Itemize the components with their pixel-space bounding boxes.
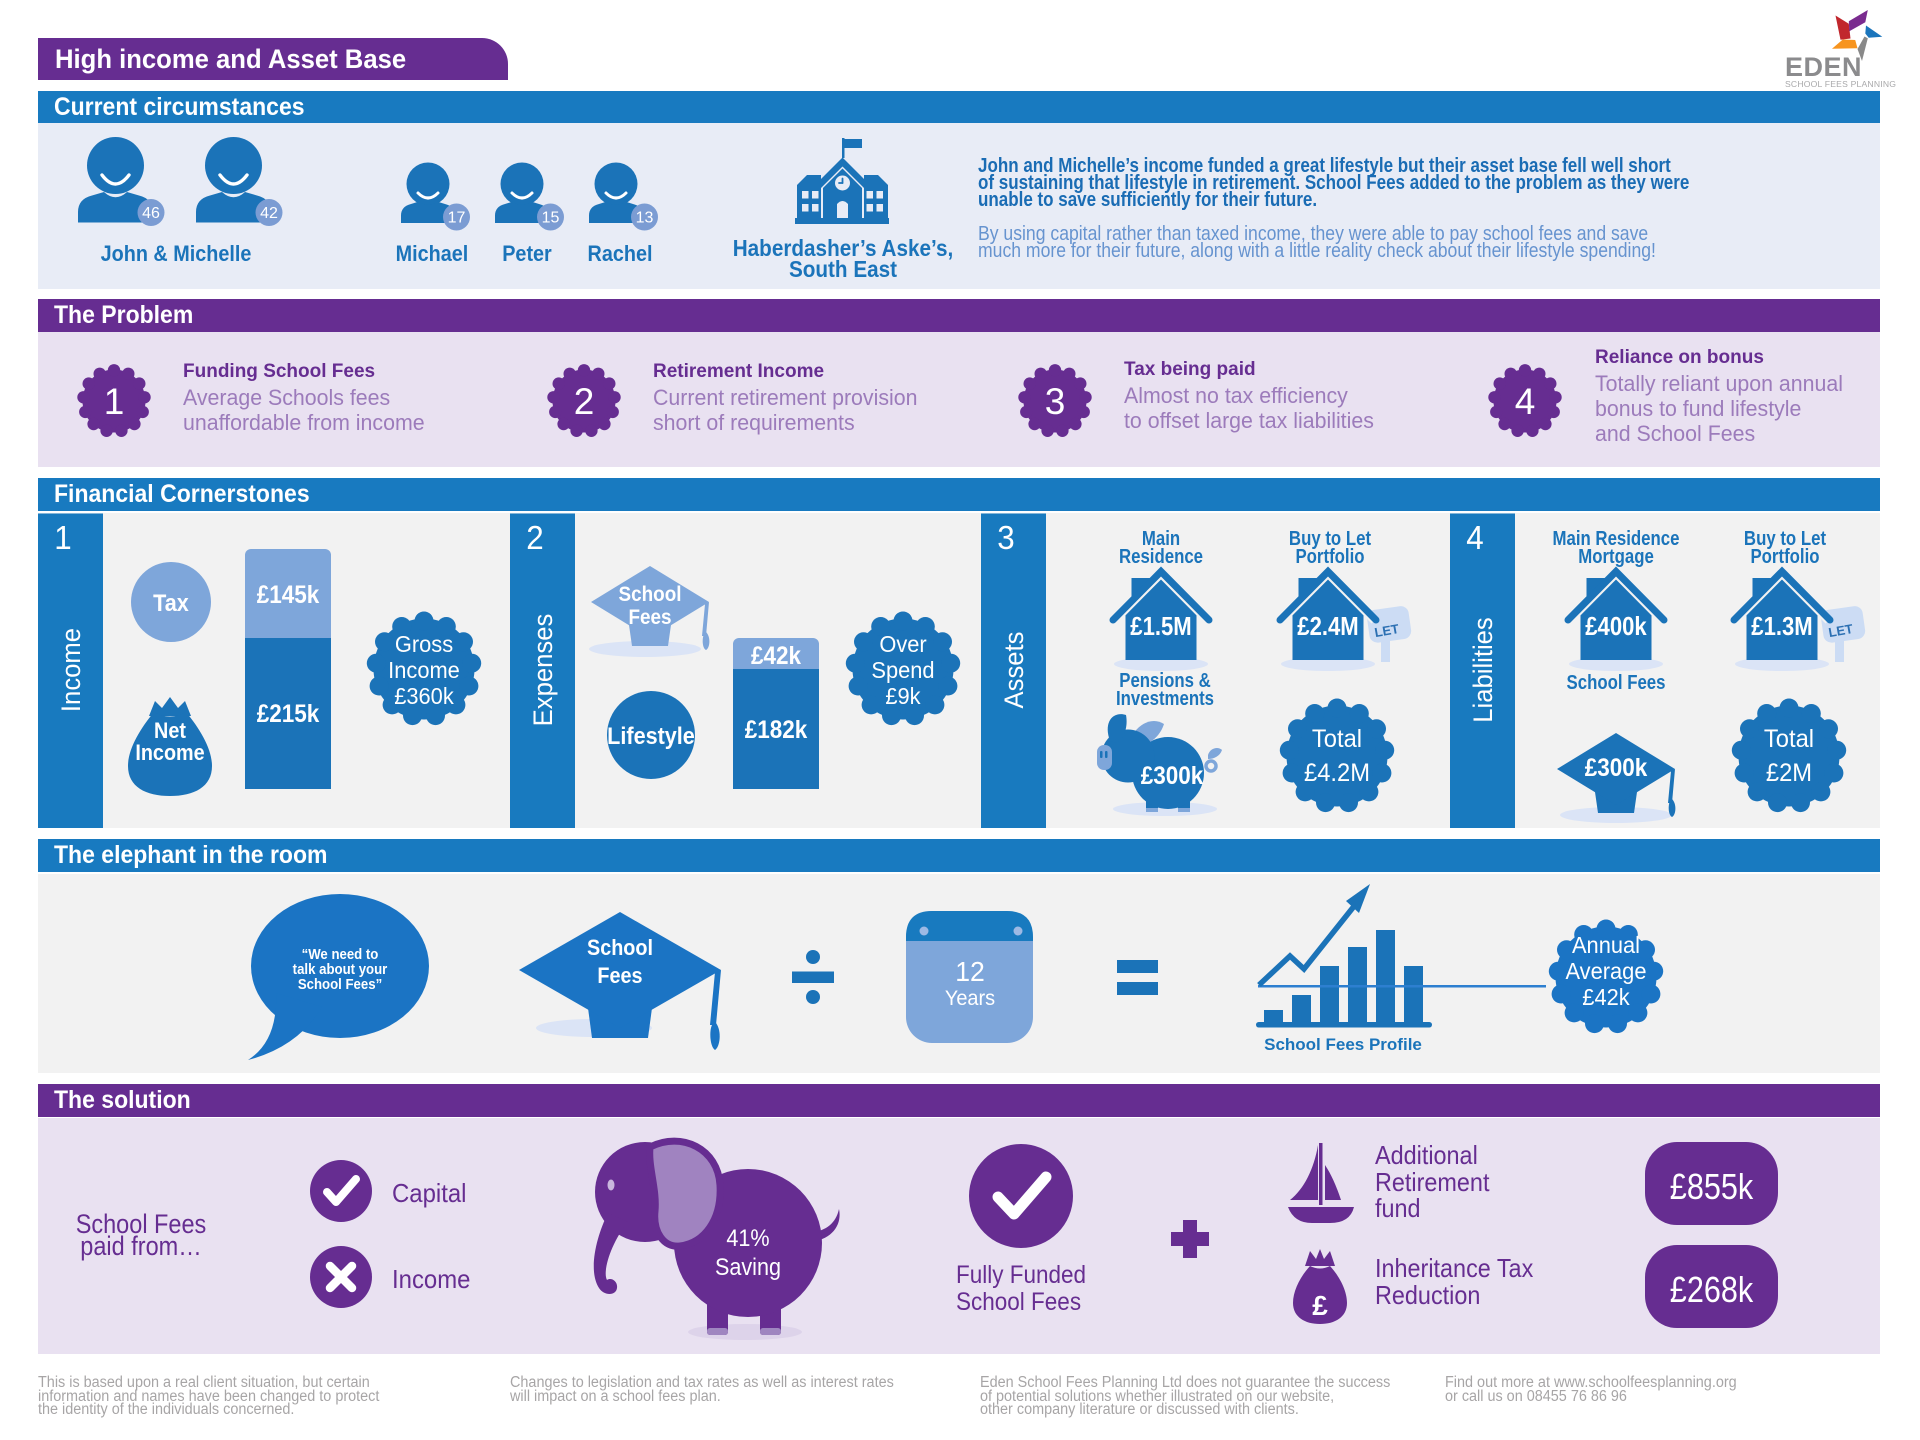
svg-text:1: 1	[104, 381, 125, 422]
svg-text:4: 4	[1515, 381, 1536, 422]
svg-text:17: 17	[448, 210, 466, 227]
svg-text:13: 13	[636, 210, 654, 227]
svg-text:LET: LET	[1373, 621, 1400, 640]
svg-text:SCHOOL FEES PLANNING: SCHOOL FEES PLANNING	[1785, 79, 1896, 89]
svg-text:3: 3	[1045, 381, 1066, 422]
svg-text:15: 15	[542, 210, 560, 227]
svg-text:2: 2	[574, 381, 595, 422]
svg-text:42: 42	[260, 205, 278, 222]
svg-text:46: 46	[142, 205, 160, 222]
svg-text:EDEN: EDEN	[1785, 52, 1862, 82]
svg-text:LET: LET	[1827, 621, 1854, 640]
